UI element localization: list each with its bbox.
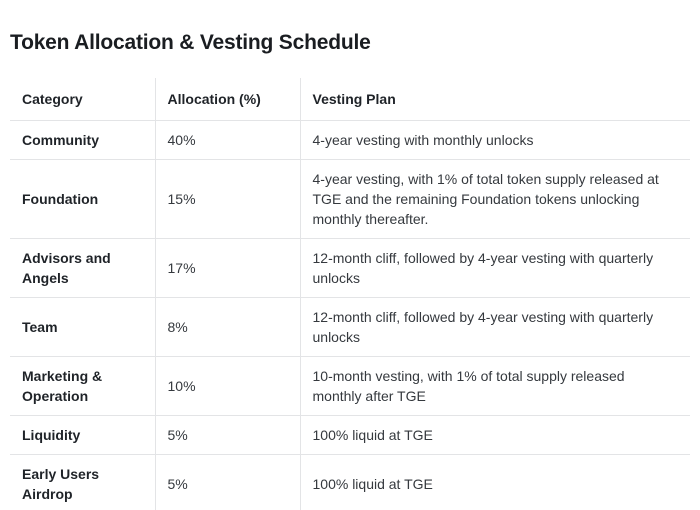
table-row: Early Users Airdrop 5% 100% liquid at TG… — [10, 454, 690, 510]
vesting-plan-cell: 100% liquid at TGE — [299, 415, 690, 455]
allocation-cell: 8% — [154, 297, 300, 357]
vesting-plan-cell: 12-month cliff, followed by 4-year vesti… — [299, 238, 690, 298]
allocation-cell: 17% — [154, 238, 300, 298]
table-row: Community 40% 4-year vesting with monthl… — [10, 120, 690, 160]
table-row: Team 8% 12-month cliff, followed by 4-ye… — [10, 297, 690, 357]
category-cell: Liquidity — [10, 415, 155, 455]
table-body: Community 40% 4-year vesting with monthl… — [10, 120, 690, 510]
category-cell: Early Users Airdrop — [22, 466, 100, 502]
category-cell: Foundation — [10, 159, 155, 239]
page-title: Token Allocation & Vesting Schedule — [10, 31, 371, 54]
table-row: Foundation 15% 4-year vesting, with 1% o… — [10, 159, 690, 239]
vesting-plan-cell: 12-month cliff, followed by 4-year vesti… — [299, 297, 690, 357]
table-row: Advisors and Angels 17% 12-month cliff, … — [10, 238, 690, 298]
category-cell: Marketing & Operation — [10, 356, 155, 416]
category-cell: Advisors and Angels — [10, 238, 155, 298]
table-row: Marketing & Operation 10% 10-month vesti… — [10, 356, 690, 416]
allocation-cell: 10% — [154, 356, 300, 416]
vesting-plan-cell: 10-month vesting, with 1% of total suppl… — [299, 356, 690, 416]
vesting-plan-cell: 4-year vesting, with 1% of total token s… — [299, 159, 690, 239]
vesting-plan-cell: 100% liquid at TGE — [299, 454, 690, 510]
column-header-vesting-plan: Vesting Plan — [299, 78, 690, 121]
vesting-plan-cell: 4-year vesting with monthly unlocks — [299, 120, 690, 160]
allocation-cell: 15% — [154, 159, 300, 239]
table-header: Category Allocation (%) Vesting Plan — [10, 78, 690, 121]
column-header-category: Category — [10, 78, 155, 121]
column-header-allocation: Allocation (%) — [154, 78, 300, 121]
allocation-table: Category Allocation (%) Vesting Plan Com… — [10, 78, 690, 510]
category-cell: Community — [10, 120, 155, 160]
allocation-cell: 40% — [154, 120, 300, 160]
header-row: Category Allocation (%) Vesting Plan — [10, 78, 690, 121]
category-cell: Team — [10, 297, 155, 357]
table-row: Liquidity 5% 100% liquid at TGE — [10, 415, 690, 455]
allocation-cell: 5% — [154, 415, 300, 455]
allocation-cell: 5% — [154, 454, 300, 510]
